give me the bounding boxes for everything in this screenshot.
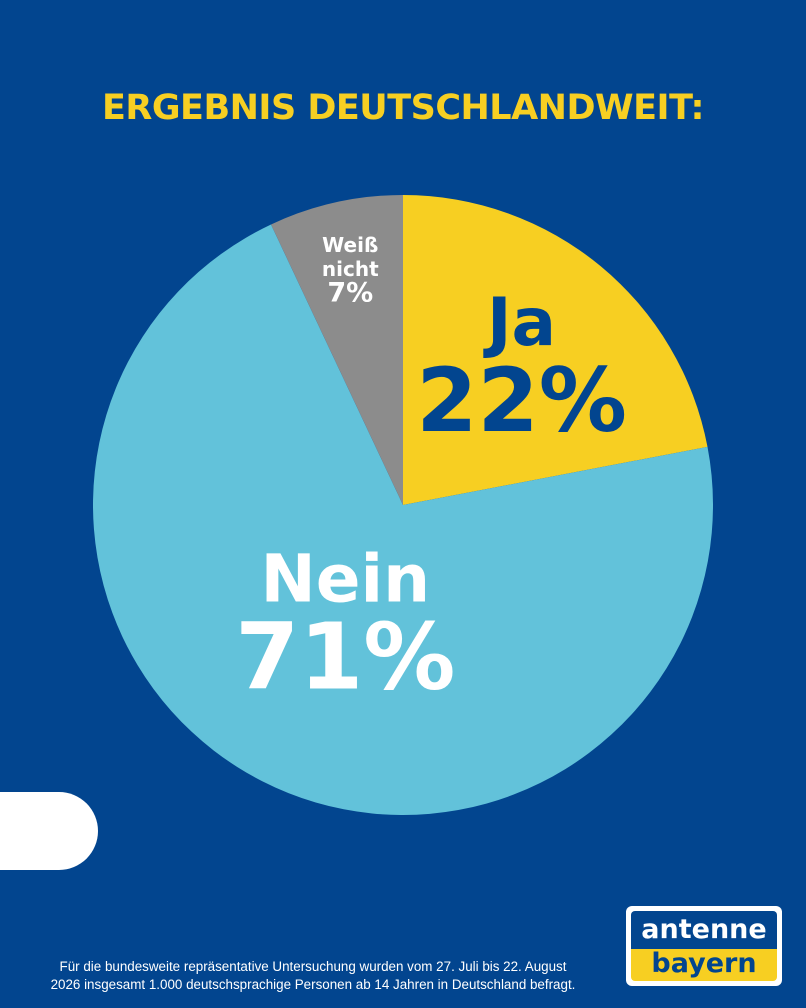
antenne-bayern-logo: antenne bayern xyxy=(626,906,782,986)
side-tab[interactable] xyxy=(0,792,98,870)
pie-slice-ja xyxy=(403,195,708,505)
slice-value-label: 22% xyxy=(416,349,627,452)
slice-name-label: Nein xyxy=(260,541,430,618)
pie-slice-nein xyxy=(92,224,713,815)
slice-name-label: nicht xyxy=(322,257,379,281)
slice-name-label: Weiß xyxy=(322,233,378,257)
slice-value-label: 7% xyxy=(327,278,373,309)
logo-line-2: bayern xyxy=(631,949,777,981)
slice-value-label: 71% xyxy=(235,604,455,711)
logo-line-1: antenne xyxy=(631,911,777,949)
chart-title: ERGEBNIS DEUTSCHLANDWEIT: xyxy=(101,88,705,128)
pie-slice-weiß-nicht xyxy=(271,195,403,505)
slice-name-label: Ja xyxy=(483,284,556,361)
survey-footnote: Für die bundesweite repräsentative Unter… xyxy=(0,958,626,994)
footnote-line-2: 2026 insgesamt 1.000 deutschsprachige Pe… xyxy=(50,977,576,992)
footnote-line-1: Für die bundesweite repräsentative Unter… xyxy=(59,959,567,974)
